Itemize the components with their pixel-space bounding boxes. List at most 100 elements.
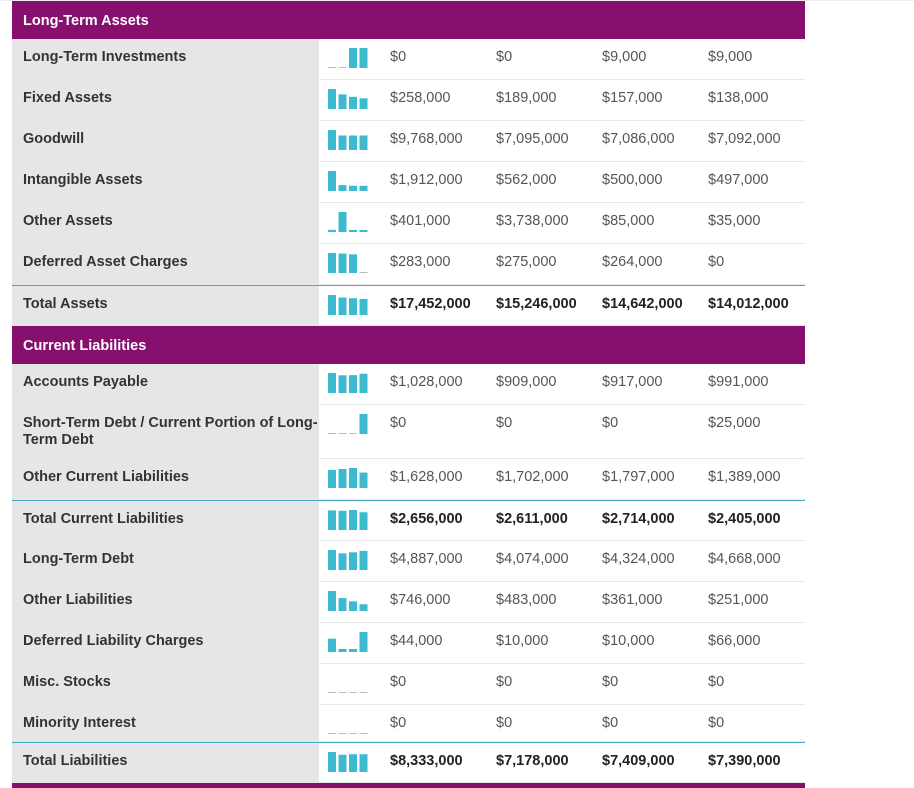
value-cell: $0 [708,254,725,270]
row-values: $0 $0 $0 $25,000 [319,405,805,459]
sparkline-bar [328,89,336,109]
table-row-short-term-debt-current-portion-of-long-term-debt: Short-Term Debt / Current Portion of Lon… [12,405,805,459]
table-row-deferred-liability-charges: Deferred Liability Charges $44,000 $10,000… [12,623,805,664]
value-cell: $0 [496,674,513,690]
row-label: Other Assets [12,203,319,244]
sparkline-bar [349,96,357,109]
sparkline-bar [359,604,368,611]
sparkline-bar [338,375,347,393]
table-row-other-assets: Other Assets $401,000 $3,738,000 $85,000 $35… [12,203,805,244]
row-label: Short-Term Debt / Current Portion of Lon… [12,405,319,459]
sparkline-bar [338,253,347,273]
value-cell: $991,000 [708,374,769,390]
value-cell: $251,000 [708,592,769,608]
sparkline-bar [359,550,368,570]
sparkline-baseline [328,733,336,734]
value-cell: $909,000 [496,374,557,390]
sparkline-bar [349,135,357,150]
row-values: $9,768,000 $7,095,000 $7,086,000 $7,092,000 [319,121,805,162]
sparkline-baseline [359,272,368,273]
trend-sparkline [328,550,368,570]
value-cell: $25,000 [708,415,761,431]
row-values: $0 $0 $0 $0 [319,664,805,705]
sparkline-bar [359,754,368,772]
table-row-total-liabilities: Total Liabilities $8,333,000 $7,178,000 $7,… [12,742,805,783]
value-cell: $9,768,000 [390,131,463,147]
value-cell: $0 [602,415,619,431]
sparkline-bar [359,48,368,68]
table-row-other-liabilities: Other Liabilities $746,000 $483,000 $361,00… [12,582,805,623]
row-label: Deferred Liability Charges [12,623,319,664]
sparkline-bar [349,254,357,273]
sparkline-bar [328,591,336,611]
table-row-minority-interest: Minority Interest $0 $0 $0 $0 [12,705,805,742]
sparkline-bar [328,752,336,772]
value-cell: $746,000 [390,592,451,608]
row-values: $1,912,000 $562,000 $500,000 $497,000 [319,162,805,203]
sparkline-bar [359,230,368,232]
row-values: $2,656,000 $2,611,000 $2,714,000 $2,405,000 [319,500,805,541]
row-label: Other Current Liabilities [12,459,319,500]
sparkline-bar [328,469,336,488]
sparkline-baseline [328,67,336,68]
value-cell: $258,000 [390,90,451,106]
trend-sparkline [328,632,368,652]
row-label: Total Assets [12,285,319,326]
sparkline-bar [359,185,368,191]
row-label: Deferred Asset Charges [12,244,319,285]
value-cell: $497,000 [708,172,769,188]
sparkline-baseline [338,692,347,693]
row-label: Fixed Assets [12,80,319,121]
value-cell: $0 [496,715,513,731]
value-cell: $15,246,000 [496,296,577,312]
value-cell: $0 [708,715,725,731]
row-label: Total Current Liabilities [12,500,319,541]
table-row-total-current-liabilities: Total Current Liabilities $2,656,000 $2,61… [12,500,805,541]
trend-sparkline [328,295,368,315]
row-label: Long-Term Investments [12,39,319,80]
sparkline-bar [328,229,336,232]
sparkline-bar [349,468,357,488]
sparkline-bar [338,553,347,570]
value-cell: $35,000 [708,213,761,229]
value-cell: $4,887,000 [390,551,463,567]
value-cell: $17,452,000 [390,296,471,312]
sparkline-bar [349,510,357,530]
section-header-current-liabilities: Current Liabilities [12,326,805,364]
sparkline-bar [349,185,357,191]
table-row-other-current-liabilities: Other Current Liabilities $1,628,000 $1,70… [12,459,805,500]
sparkline-bar [338,648,347,652]
sparkline-bar [349,230,357,232]
value-cell: $275,000 [496,254,557,270]
value-cell: $0 [496,49,513,65]
sparkline-baseline [338,733,347,734]
sparkline-bar [349,375,357,393]
sparkline-bar [328,130,336,150]
row-values: $0 $0 $0 $0 [319,705,805,742]
value-cell: $1,912,000 [390,172,463,188]
value-cell: $0 [390,49,407,65]
sparkline-bar [359,135,368,150]
row-label: Total Liabilities [12,742,319,783]
value-cell: $4,074,000 [496,551,569,567]
trend-sparkline [328,752,368,772]
table-row-deferred-asset-charges: Deferred Asset Charges $283,000 $275,000 $2… [12,244,805,285]
sparkline-bar [328,295,336,315]
trend-sparkline [328,48,368,68]
value-cell: $1,797,000 [602,469,675,485]
section-title: Current Liabilities [23,338,147,354]
sparkline-bar [338,135,347,150]
row-values: $8,333,000 $7,178,000 $7,409,000 $7,390,000 [319,742,805,783]
value-cell: $2,656,000 [390,511,463,527]
sparkline-bar [349,298,357,315]
row-label: Intangible Assets [12,162,319,203]
sparkline-bar [328,638,336,652]
value-cell: $264,000 [602,254,663,270]
table-row-goodwill: Goodwill $9,768,000 $7,095,000 $7,086,000 $7… [12,121,805,162]
sparkline-bar [338,598,347,611]
value-cell: $0 [390,415,407,431]
value-cell: $1,028,000 [390,374,463,390]
value-cell: $0 [496,415,513,431]
value-cell: $4,668,000 [708,551,781,567]
section-title: Long-Term Assets [23,13,149,29]
